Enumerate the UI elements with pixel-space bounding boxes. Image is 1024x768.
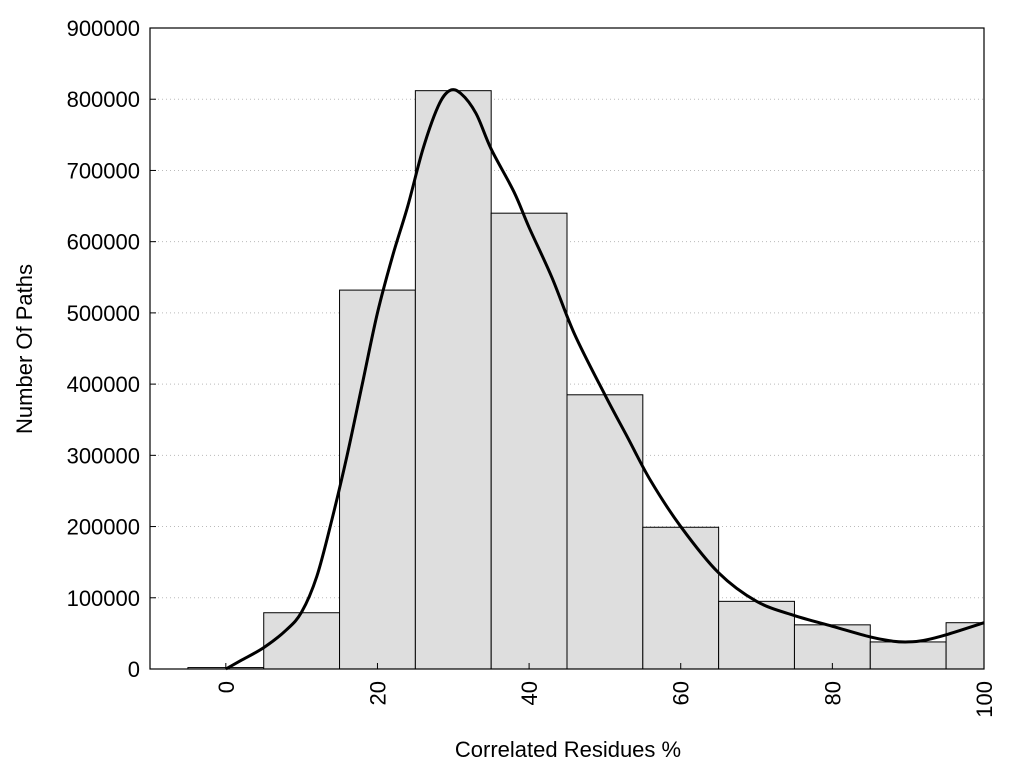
density-curve <box>225 88 985 671</box>
bar-60 <box>642 526 720 670</box>
plot-frame <box>149 27 985 670</box>
bar-50 <box>566 394 644 670</box>
bar-40 <box>490 212 568 670</box>
y-axis-label: Number Of Paths <box>12 264 37 434</box>
bar-90 <box>869 641 947 670</box>
y-tick-label-3: 300000 <box>67 443 140 468</box>
bar-20 <box>339 289 416 670</box>
density-curve-line <box>225 88 985 671</box>
y-tick-label-4: 400000 <box>67 372 140 397</box>
bar-30 <box>414 90 492 670</box>
y-tick-label-7: 700000 <box>67 158 140 183</box>
y-tick-label-1: 100000 <box>67 586 140 611</box>
x-tick-label-4: 80 <box>820 681 845 705</box>
y-tick-label-8: 800000 <box>67 87 140 112</box>
y-tick-label-6: 600000 <box>67 230 140 255</box>
x-tick-label-0: 0 <box>214 681 239 693</box>
histogram-bars <box>187 90 985 670</box>
bar-80 <box>793 624 871 670</box>
bar-10 <box>263 612 341 670</box>
x-tick-label-1: 20 <box>365 681 390 705</box>
x-axis-label: Correlated Residues % <box>455 737 681 762</box>
y-tick-label-0: 0 <box>128 657 140 682</box>
x-tick-label-3: 60 <box>669 681 694 705</box>
y-axis: 0 100000 200000 300000 400000 500000 600000 700… <box>67 16 156 682</box>
x-tick-label-5: 100 <box>972 681 997 718</box>
y-tick-label-5: 500000 <box>67 301 140 326</box>
y-tick-label-9: 900000 <box>67 16 140 41</box>
x-tick-label-2: 40 <box>517 681 542 705</box>
y-tick-label-2: 200000 <box>67 515 140 540</box>
x-axis: 0 20 40 60 80 100 <box>214 663 997 718</box>
